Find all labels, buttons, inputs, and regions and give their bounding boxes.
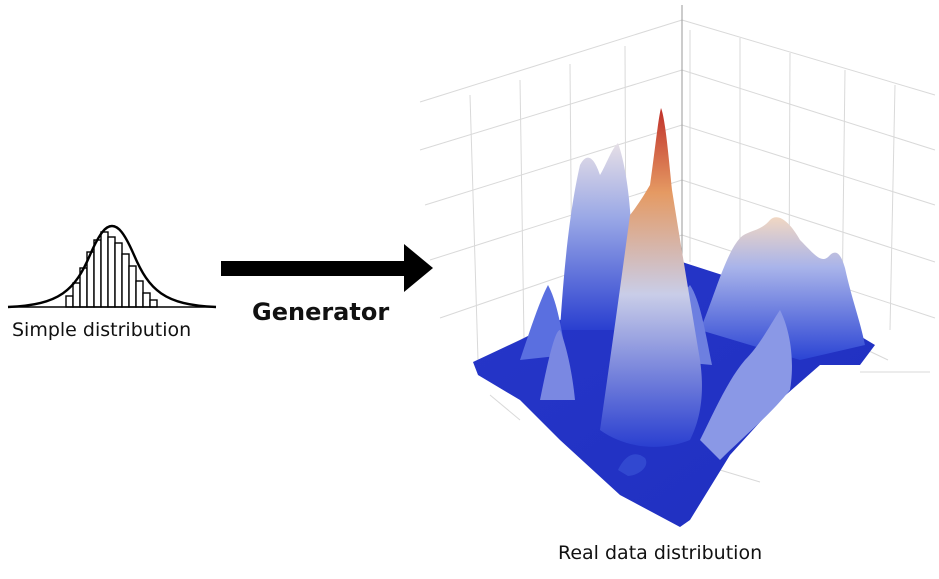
real-distribution-caption: Real data distribution [558, 542, 763, 564]
surface-spike-left [540, 330, 575, 400]
generator-label: Generator [252, 298, 390, 326]
simple-distribution-icon [7, 224, 217, 309]
surface-hill-left [560, 143, 640, 330]
generator-arrow-icon [221, 244, 433, 292]
real-distribution-surface-plot [419, 5, 936, 527]
surface-bump [618, 454, 647, 476]
surface-hill-right [700, 217, 865, 360]
surface-front-ridge [700, 310, 792, 460]
surface-main-peak [600, 108, 702, 447]
simple-distribution-caption: Simple distribution [12, 319, 192, 341]
